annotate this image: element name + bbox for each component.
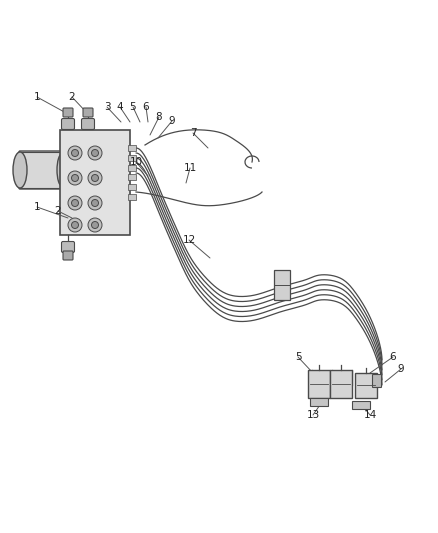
FancyBboxPatch shape	[61, 241, 74, 253]
Text: 8: 8	[155, 112, 162, 122]
Bar	[128, 145, 136, 151]
Bar	[355, 373, 377, 398]
Circle shape	[92, 174, 99, 182]
Text: 5: 5	[130, 102, 136, 112]
Text: 9: 9	[398, 364, 404, 374]
Circle shape	[68, 196, 82, 210]
Text: 2: 2	[69, 92, 75, 102]
Circle shape	[92, 222, 99, 229]
Text: 6: 6	[390, 352, 396, 362]
Ellipse shape	[57, 154, 67, 186]
FancyBboxPatch shape	[63, 108, 73, 117]
Circle shape	[92, 149, 99, 157]
Circle shape	[68, 171, 82, 185]
Circle shape	[88, 171, 102, 185]
Circle shape	[88, 146, 102, 160]
Text: 6: 6	[143, 102, 149, 112]
Circle shape	[92, 199, 99, 206]
Bar	[330, 370, 352, 398]
Circle shape	[71, 199, 78, 206]
Text: 11: 11	[184, 163, 197, 173]
Circle shape	[71, 174, 78, 182]
Text: 1: 1	[34, 202, 40, 212]
Text: 5: 5	[295, 352, 301, 362]
Bar	[128, 194, 136, 200]
Bar	[352, 401, 370, 409]
Text: 9: 9	[169, 116, 175, 126]
Bar	[128, 174, 136, 180]
Bar	[310, 398, 328, 406]
Text: 3: 3	[104, 102, 110, 112]
Text: 2: 2	[55, 206, 61, 216]
FancyBboxPatch shape	[81, 118, 95, 130]
FancyBboxPatch shape	[19, 151, 63, 189]
Bar	[274, 270, 290, 300]
Text: 7: 7	[190, 128, 196, 138]
Bar	[128, 184, 136, 190]
Text: 1: 1	[34, 92, 40, 102]
Bar	[128, 165, 136, 171]
Circle shape	[68, 146, 82, 160]
Text: 14: 14	[364, 410, 377, 420]
Text: 10: 10	[130, 157, 142, 167]
Circle shape	[88, 196, 102, 210]
Circle shape	[88, 218, 102, 232]
FancyBboxPatch shape	[61, 118, 74, 130]
Circle shape	[71, 149, 78, 157]
Text: 13: 13	[306, 410, 320, 420]
FancyBboxPatch shape	[63, 251, 73, 260]
Text: 12: 12	[182, 235, 196, 245]
Text: 4: 4	[117, 102, 124, 112]
Bar	[128, 155, 136, 161]
Bar	[308, 370, 330, 398]
FancyBboxPatch shape	[372, 375, 381, 387]
Bar	[60, 130, 130, 235]
Circle shape	[71, 222, 78, 229]
FancyBboxPatch shape	[83, 108, 93, 117]
Ellipse shape	[13, 152, 27, 188]
Circle shape	[68, 218, 82, 232]
